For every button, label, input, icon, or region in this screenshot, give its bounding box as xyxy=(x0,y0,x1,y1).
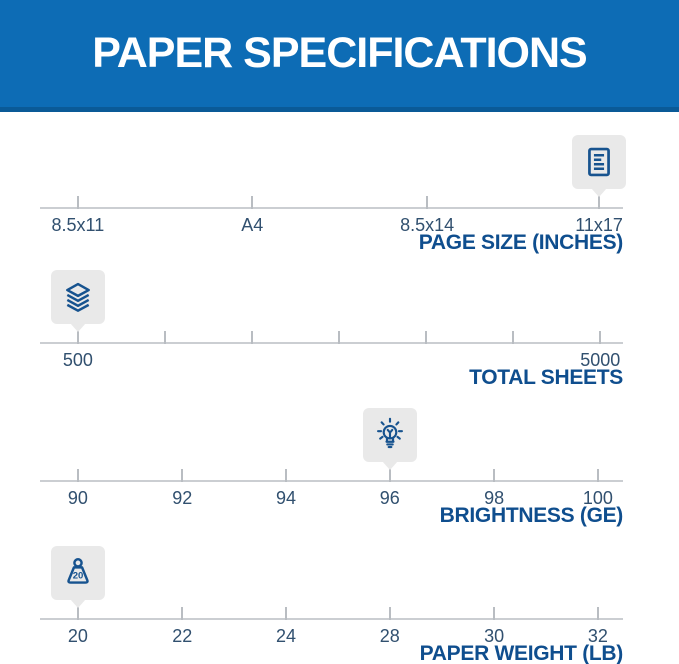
page-size-tick-mark xyxy=(251,196,254,209)
total-sheets-tick-mark xyxy=(511,331,514,344)
brightness-tick-label: 98 xyxy=(484,488,505,508)
total-sheets-tick-mark xyxy=(251,331,254,344)
document-icon xyxy=(588,147,611,177)
svg-text:20: 20 xyxy=(73,571,84,582)
paper-weight-tick-label: 28 xyxy=(379,626,400,646)
total-sheets-tick-mark xyxy=(163,331,166,344)
brightness-title: BRIGHTNESS (GE) xyxy=(439,504,624,527)
total-sheets-tick-mark xyxy=(424,331,427,344)
total-sheets-tick-mark xyxy=(76,331,79,344)
brightness-marker-badge xyxy=(362,408,417,470)
brightness-tick-label: 90 xyxy=(67,488,88,508)
brightness-tick-label: 96 xyxy=(379,488,400,508)
paper-weight-scale: 20 22 24 28 30 32 20 PAPER WEIGHT (LB) xyxy=(40,546,623,664)
page-size-tick-mark xyxy=(76,196,79,209)
page-size-marker-badge xyxy=(572,135,627,197)
marker-caret xyxy=(69,599,86,608)
marker-caret xyxy=(591,188,608,197)
total-sheets-tick-mark xyxy=(599,331,602,344)
paper-weight-tick-mark xyxy=(181,607,184,620)
page-size-scale: 8.5x11 A4 8.5x14 11x17 PAGE SIZE (INCHES) xyxy=(40,135,627,253)
brightness-tick-mark xyxy=(596,469,599,482)
paper-weight-tick-label: 30 xyxy=(484,626,505,646)
total-sheets-tick-label: 5000 xyxy=(580,350,621,370)
brightness-tick-label: 92 xyxy=(172,488,193,508)
total-sheets-scale: 500 5000 TOTAL SHEETS xyxy=(40,270,623,388)
page-size-tick-label: A4 xyxy=(241,215,264,235)
brightness-tick-mark xyxy=(493,469,496,482)
brightness-tick-label: 94 xyxy=(276,488,297,508)
page-size-title: PAGE SIZE (INCHES) xyxy=(418,231,624,254)
paper-weight-tick-mark xyxy=(388,607,391,620)
brightness-tick-label: 100 xyxy=(582,488,613,508)
page-size-tick-mark xyxy=(426,196,429,209)
total-sheets-tick-mark xyxy=(338,331,341,344)
page-size-tick-label: 8.5x11 xyxy=(51,215,105,235)
paper-weight-tick-mark xyxy=(76,607,79,620)
paper-weight-tick-label: 32 xyxy=(587,626,608,646)
paper-weight-tick-mark xyxy=(285,607,288,620)
weight-icon: 20 xyxy=(67,558,89,584)
paper-weight-tick-label: 20 xyxy=(67,626,88,646)
brightness-tick-mark xyxy=(181,469,184,482)
paper-weight-tick-mark xyxy=(493,607,496,620)
brightness-tick-mark xyxy=(76,469,79,482)
page-size-tick-label: 8.5x14 xyxy=(400,215,455,235)
page-title: PAPER SPECIFICATIONS xyxy=(92,29,587,77)
brightness-tick-mark xyxy=(388,469,391,482)
paper-weight-title: PAPER WEIGHT (LB) xyxy=(419,642,624,664)
header-banner: PAPER SPECIFICATIONS xyxy=(0,0,679,112)
marker-caret xyxy=(69,323,86,332)
marker-caret xyxy=(381,461,398,470)
brightness-tick-mark xyxy=(285,469,288,482)
brightness-scale: 90 92 94 96 98 100 BRIGHTNESS (GE) xyxy=(40,408,623,526)
paper-weight-tick-mark xyxy=(596,607,599,620)
total-sheets-tick-label: 500 xyxy=(62,350,93,370)
total-sheets-title: TOTAL SHEETS xyxy=(469,366,623,389)
paper-weight-tick-label: 24 xyxy=(276,626,297,646)
lightbulb-icon xyxy=(376,417,403,449)
paper-weight-marker-badge: 20 xyxy=(50,546,105,608)
page-size-tick-mark xyxy=(598,196,601,209)
page-size-tick-label: 11x17 xyxy=(575,215,623,235)
stack-icon xyxy=(65,282,90,312)
total-sheets-marker-badge xyxy=(50,270,105,332)
paper-weight-tick-label: 22 xyxy=(172,626,193,646)
